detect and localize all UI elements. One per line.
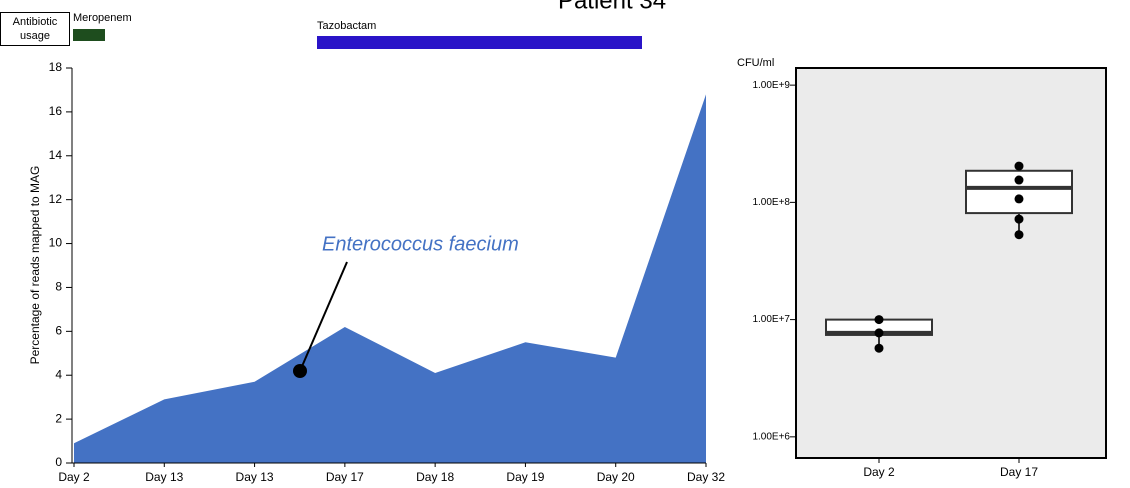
- x-tick-label: Day 18: [416, 470, 454, 484]
- antibiotic-label: Tazobactam: [317, 20, 376, 32]
- annotation: Enterococcus faecium: [322, 233, 519, 255]
- y-tick-label: 10: [49, 236, 63, 250]
- y-axis-label: Percentage of reads mapped to MAG: [28, 166, 42, 365]
- y-tick-label: 1.00E+6: [752, 431, 790, 442]
- x-tick-label: Day 20: [597, 470, 635, 484]
- y-tick-label: 2: [55, 411, 62, 425]
- x-tick-label: Day 2: [863, 465, 895, 479]
- x-tick-label: Day 13: [236, 470, 274, 484]
- y-tick-label: 1.00E+7: [752, 314, 790, 325]
- area: [74, 94, 706, 463]
- y-tick-label: 4: [55, 367, 62, 381]
- panel: [795, 67, 1107, 459]
- point: [874, 343, 884, 353]
- chart-title: Patient 34: [558, 0, 666, 14]
- point: [1014, 230, 1024, 240]
- y-axis-label: CFU/ml: [737, 57, 774, 69]
- y-tick-label: 1.00E+9: [752, 80, 790, 91]
- y-tick-label: 18: [49, 60, 63, 74]
- point: [1014, 175, 1024, 185]
- y-tick-label: 0: [55, 455, 62, 469]
- point: [874, 328, 884, 338]
- y-tick-label: 14: [49, 148, 63, 162]
- y-tick-label: 8: [55, 280, 62, 294]
- usage-label: Antibiotic usage: [0, 12, 70, 46]
- point: [1014, 161, 1024, 171]
- x-tick-label: Day 17: [1000, 465, 1038, 479]
- x-tick-label: Day 17: [326, 470, 364, 484]
- antibiotic-bar: [73, 29, 105, 41]
- y-tick-label: 12: [49, 192, 63, 206]
- x-tick-label: Day 32: [687, 470, 725, 484]
- y-tick-label: 6: [55, 324, 62, 338]
- y-tick-label: 1.00E+8: [752, 197, 790, 208]
- x-tick-label: Day 19: [506, 470, 544, 484]
- annotation-dot: [293, 364, 307, 378]
- point: [1014, 214, 1024, 224]
- point: [874, 315, 884, 325]
- antibiotic-label: Meropenem: [73, 12, 132, 24]
- annotation-line: [299, 261, 348, 372]
- antibiotic-bar: [317, 36, 642, 49]
- x-tick-label: Day 2: [58, 470, 90, 484]
- point: [1014, 194, 1024, 204]
- y-tick-label: 16: [49, 104, 63, 118]
- x-tick-label: Day 13: [145, 470, 183, 484]
